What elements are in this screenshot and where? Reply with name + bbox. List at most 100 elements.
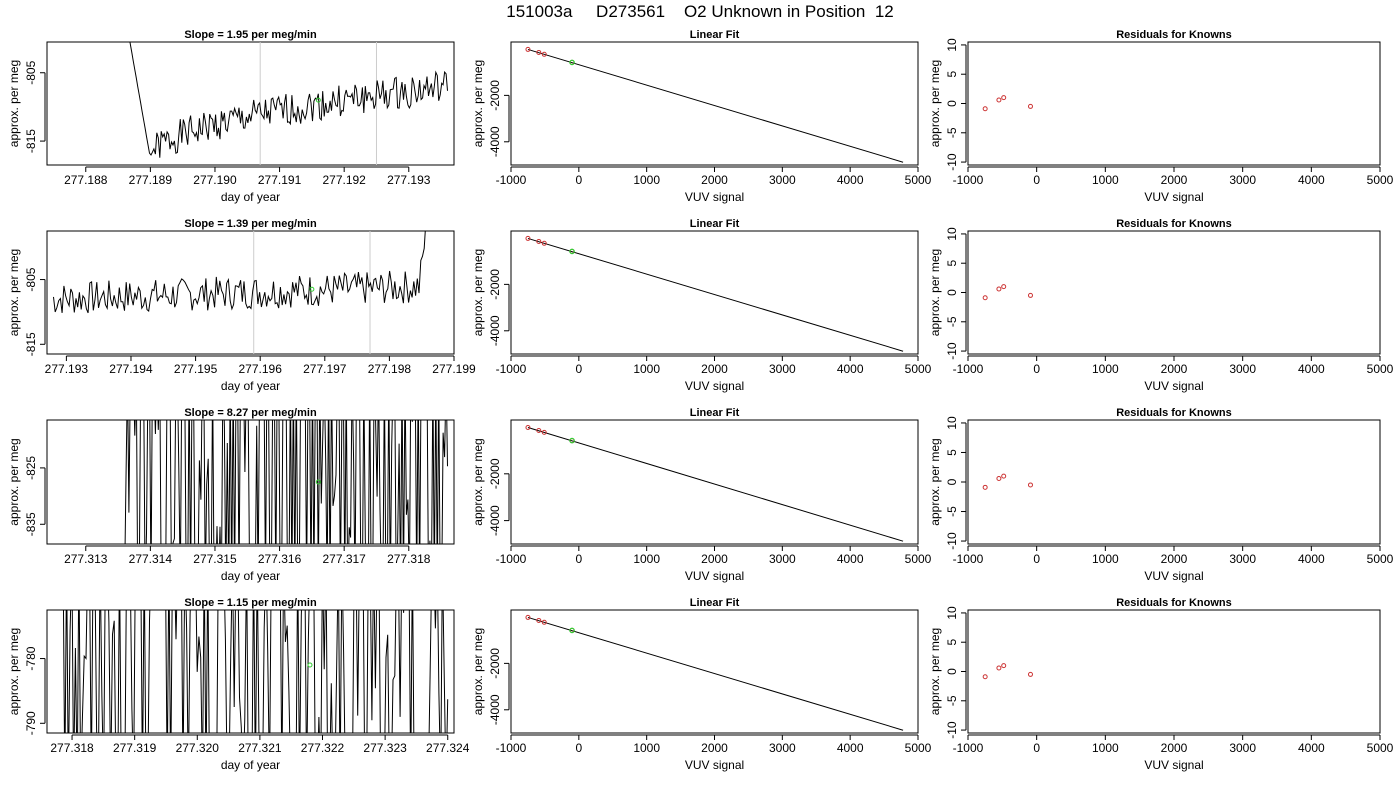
x-tick-label: 5000 (905, 362, 932, 376)
x-axis-label: VUV signal (1144, 379, 1203, 393)
y-axis-label: approx. per meg (7, 249, 21, 336)
x-tick-label: 5000 (1367, 741, 1394, 755)
y-tick-label: -805 (24, 267, 38, 291)
plot-frame (510, 419, 919, 545)
plot-area (53, 231, 426, 354)
y-tick-label: -4000 (488, 694, 502, 725)
x-tick-label: 277.190 (193, 173, 237, 187)
x-tick-label: 3000 (1229, 741, 1256, 755)
y-tick-label: -790 (24, 711, 38, 735)
known-point (536, 428, 542, 434)
x-tick-label: 4000 (837, 362, 864, 376)
unknown-marker (315, 97, 321, 103)
y-tick-label: -815 (24, 129, 38, 153)
x-tick-label: 0 (575, 173, 582, 187)
x-axis: 277.188 277.189 277.190 277.191 277.192 277.1… (64, 166, 431, 187)
unknown-marker (315, 479, 321, 485)
chart-title: Linear Fit (690, 407, 740, 419)
plot-frame (46, 419, 455, 545)
x-axis-label: VUV signal (685, 569, 744, 583)
y-tick-label: 10 (945, 416, 959, 430)
unknown-marker (307, 662, 313, 668)
signal-trace (53, 231, 426, 314)
y-tick-label: 5 (945, 260, 959, 267)
x-axis-label: day of year (221, 379, 280, 393)
x-axis: -1000 0 1000 2000 3000 4000 5000 (496, 734, 932, 755)
x-axis-label: VUV signal (1144, 569, 1203, 583)
y-tick-label: -2000 (488, 648, 502, 679)
x-tick-label: 2000 (701, 173, 728, 187)
chart-panel-2: Linear Fit -1000 0 1000 2000 3000 4000 5000 VUV … (471, 29, 932, 204)
y-tick-label: 10 (945, 38, 959, 52)
y-tick-label: -10 (945, 532, 959, 550)
chart-title: Residuals for Knowns (1116, 218, 1232, 230)
y-tick-label: -10 (945, 342, 959, 360)
x-tick-label: 277.324 (426, 741, 470, 755)
x-tick-label: 1000 (1092, 552, 1119, 566)
x-tick-label: 1000 (633, 552, 660, 566)
x-tick-label: 277.315 (193, 552, 237, 566)
y-tick-label: 5 (945, 449, 959, 456)
y-tick-label: -4000 (488, 126, 502, 157)
y-tick-label: -5 (945, 506, 959, 517)
chart-panel-5: Linear Fit -1000 0 1000 2000 3000 4000 5000 VUV … (471, 218, 932, 393)
chart-title: Slope = 1.15 per meg/min (184, 597, 317, 609)
x-tick-label: 3000 (1229, 552, 1256, 566)
y-tick-label: -10 (945, 153, 959, 171)
x-axis-label: VUV signal (1144, 190, 1203, 204)
plot-area (129, 42, 448, 165)
chart-panel-11: Linear Fit -1000 0 1000 2000 3000 4000 5000 VUV … (471, 597, 932, 772)
x-tick-label: 277.318 (387, 552, 431, 566)
x-axis: -1000 0 1000 2000 3000 4000 5000 (496, 166, 932, 187)
y-axis-label: approx. per meg (471, 249, 485, 336)
x-tick-label: 277.199 (432, 362, 476, 376)
y-tick-label: -5 (945, 127, 959, 138)
x-axis: -1000 0 1000 2000 3000 4000 5000 (953, 355, 1394, 376)
residual-point (1027, 103, 1033, 109)
x-tick-label: 3000 (1229, 362, 1256, 376)
x-tick-label: 3000 (1229, 173, 1256, 187)
x-tick-label: 4000 (1298, 552, 1325, 566)
y-axis: -2000 -4000 (488, 269, 510, 346)
y-axis: -2000 -4000 (488, 80, 510, 157)
x-tick-label: 0 (575, 552, 582, 566)
plot-area (525, 614, 904, 731)
x-tick-label: 3000 (769, 552, 796, 566)
known-point (525, 424, 531, 430)
y-tick-label: -4000 (488, 505, 502, 536)
x-tick-label: 3000 (769, 741, 796, 755)
plot-area (982, 284, 1033, 301)
known-point (536, 238, 542, 244)
residual-point (996, 475, 1002, 481)
x-tick-label: 1000 (633, 362, 660, 376)
plot-frame (967, 230, 1381, 355)
x-tick-label: 0 (575, 741, 582, 755)
known-point (536, 617, 542, 623)
x-tick-label: 1000 (1092, 741, 1119, 755)
y-axis-label: approx. per meg (471, 60, 485, 147)
plot-area (525, 46, 904, 163)
x-tick-label: 277.319 (113, 741, 157, 755)
chart-panel-9: Residuals for Knowns -1000 0 1000 2000 3000 40… (928, 407, 1394, 583)
x-tick-label: 4000 (837, 173, 864, 187)
x-tick-label: 5000 (905, 173, 932, 187)
residual-point (1001, 95, 1007, 101)
x-tick-label: 277.194 (109, 362, 153, 376)
y-tick-label: 5 (945, 71, 959, 78)
x-axis: 277.193 277.194 277.195 277.196 277.197 277.1… (45, 355, 476, 376)
x-tick-label: 2000 (701, 741, 728, 755)
x-axis-label: VUV signal (1144, 758, 1203, 772)
chart-title: Residuals for Knowns (1116, 407, 1232, 419)
fit-line (527, 48, 904, 163)
residual-point (1027, 482, 1033, 488)
x-axis: 277.313 277.314 277.315 277.316 277.317 277.3… (64, 545, 431, 566)
x-tick-label: 1000 (633, 173, 660, 187)
plot-frame (967, 41, 1381, 166)
fit-line (527, 616, 904, 731)
unknown-point (569, 627, 575, 634)
y-axis: 10 5 0 -5 -10 (945, 606, 967, 739)
